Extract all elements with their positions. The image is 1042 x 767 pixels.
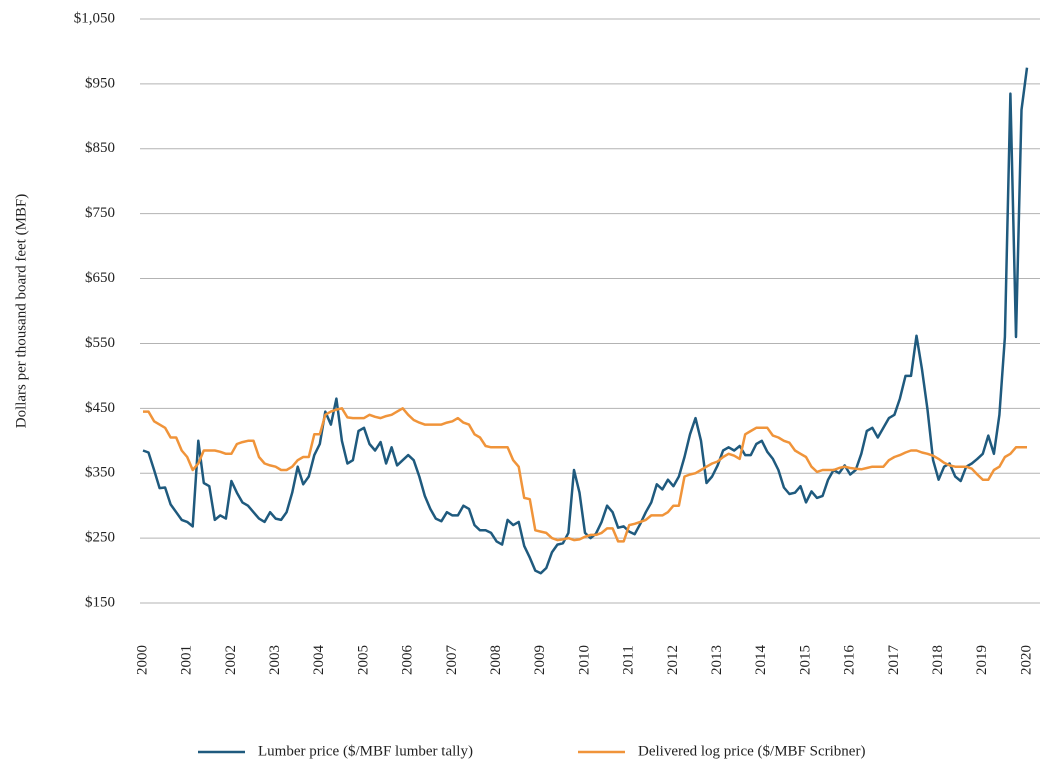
legend-label: Lumber price ($/MBF lumber tally) — [258, 743, 473, 759]
x-tick-label: 2000 — [134, 645, 150, 675]
x-tick-label: 2001 — [179, 645, 195, 675]
x-tick-label: 2007 — [444, 645, 460, 676]
x-tick-label: 2009 — [532, 645, 548, 675]
y-tick-label: $250 — [85, 530, 115, 546]
y-tick-label: $150 — [85, 594, 115, 610]
x-tick-label: 2020 — [1018, 645, 1034, 675]
x-tick-label: 2013 — [709, 645, 725, 675]
y-tick-label: $1,050 — [74, 10, 115, 26]
x-tick-label: 2019 — [974, 645, 990, 675]
y-axis-label: Dollars per thousand board feet (MBF) — [13, 194, 29, 429]
x-tick-label: 2015 — [797, 645, 813, 675]
x-tick-label: 2012 — [665, 645, 681, 675]
x-tick-label: 2005 — [355, 645, 371, 675]
legend-label: Delivered log price ($/MBF Scribner) — [638, 743, 865, 759]
x-tick-label: 2004 — [311, 645, 327, 676]
y-tick-label: $750 — [85, 205, 115, 221]
y-tick-label: $950 — [85, 75, 115, 91]
x-tick-label: 2010 — [576, 645, 592, 675]
y-tick-label: $550 — [85, 335, 115, 351]
y-tick-label: $350 — [85, 465, 115, 481]
x-tick-label: 2016 — [842, 645, 858, 676]
y-tick-label: $850 — [85, 140, 115, 156]
series-line — [143, 407, 1027, 543]
x-tick-label: 2018 — [930, 645, 946, 675]
y-tick-label: $650 — [85, 270, 115, 286]
x-tick-label: 2011 — [621, 645, 637, 674]
y-tick-label: $450 — [85, 400, 115, 416]
x-tick-label: 2006 — [400, 645, 416, 676]
x-tick-label: 2014 — [753, 645, 769, 676]
x-tick-label: 2003 — [267, 645, 283, 675]
series-line — [142, 67, 1029, 575]
x-tick-label: 2002 — [223, 645, 239, 675]
x-tick-label: 2017 — [886, 645, 902, 676]
x-tick-label: 2008 — [488, 645, 504, 675]
